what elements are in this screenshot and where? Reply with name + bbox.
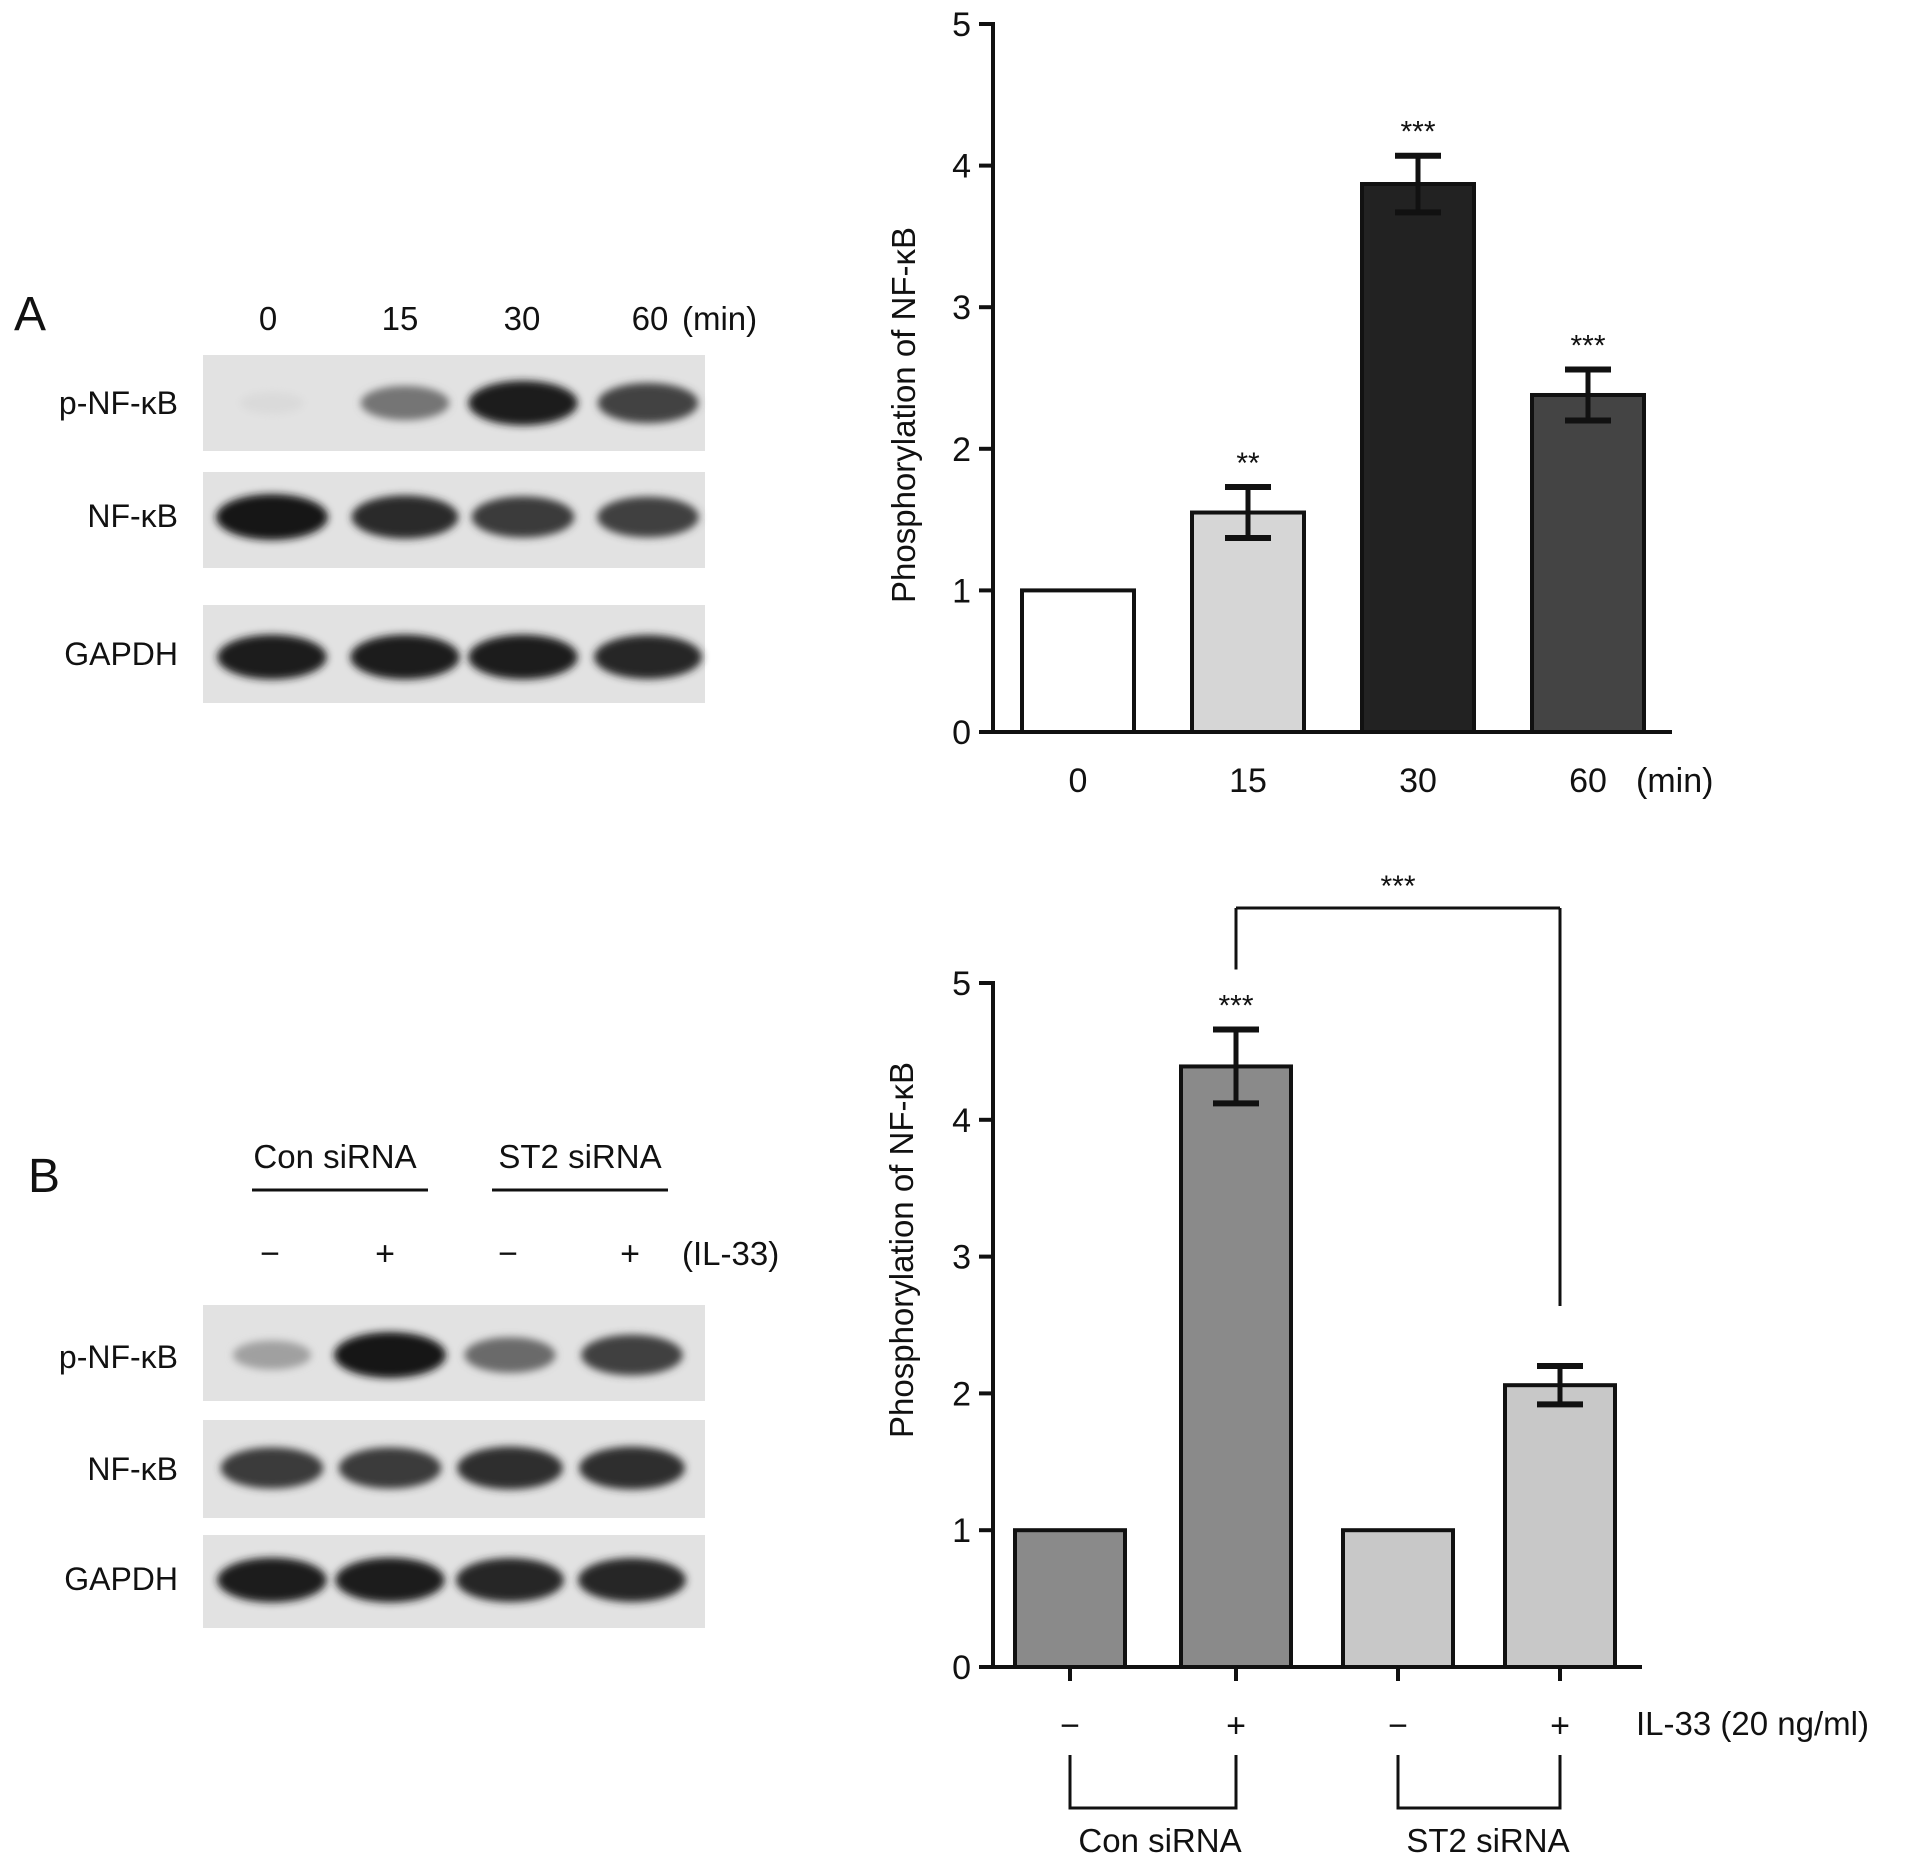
chart-a-significance-3: *** (1570, 330, 1605, 363)
blot-b-treatment-1: + (375, 1235, 395, 1273)
chart-b-category-label-2: − (1388, 1707, 1408, 1745)
blot-b-group-label-0: Con siRNA (253, 1138, 416, 1175)
blot-b-band-0-3 (581, 1334, 683, 1376)
blot-b-group-label-1: ST2 siRNA (498, 1138, 661, 1175)
chart-b-significance-1: *** (1218, 990, 1253, 1023)
blot-a-band-2-0 (217, 634, 327, 680)
chart-a-category-label-3: 60 (1569, 762, 1607, 800)
chart-a-ytick-label-1: 1 (952, 572, 971, 610)
blot-a-lane-label-0: 0 (259, 300, 277, 337)
panel-a-blot: A 0 15 30 60 (min) p-NF-κB NF-κB GAPDH (14, 288, 757, 703)
blot-a-lane-label-1: 15 (382, 300, 419, 337)
blot-a-lane-label-2: 30 (504, 300, 541, 337)
blot-a-row-label-0: p-NF-κB (59, 385, 178, 421)
chart-a-significance-2: *** (1400, 116, 1435, 149)
blot-b-row-label-2: GAPDH (64, 1561, 178, 1597)
chart-b-bar-2 (1341, 1528, 1455, 1669)
chart-a-significance-1: ** (1236, 447, 1260, 480)
chart-b-ytick-label-0: 0 (952, 1649, 971, 1687)
chart-a-category-label-0: 0 (1069, 762, 1088, 800)
chart-a-ytick-label-2: 2 (952, 431, 971, 469)
blot-b-band-2-0 (217, 1557, 327, 1603)
blot-b-bands (217, 1332, 686, 1603)
chart-b-bar-3 (1503, 1383, 1617, 1670)
blot-a-bands (216, 380, 702, 680)
panel-b-blot: B Con siRNA ST2 siRNA − + − + (IL-33) p-… (28, 1138, 779, 1628)
blot-a-band-1-1 (351, 495, 459, 539)
chart-a-bar-2 (1360, 182, 1476, 734)
chart-b-bracket-label: *** (1380, 870, 1415, 903)
blot-b-row-label-1: NF-κB (87, 1451, 178, 1487)
chart-a-category-label-2: 30 (1399, 762, 1437, 800)
blot-b-band-1-1 (338, 1447, 442, 1489)
chart-a-bar-1 (1190, 510, 1306, 735)
chart-b-ytick-label-5: 5 (952, 965, 971, 1003)
blot-b-band-0-2 (464, 1337, 556, 1373)
chart-a-ytick-label-3: 3 (952, 289, 971, 327)
chart-b-ylabel: Phosphorylation of NF-κB (883, 1062, 920, 1438)
chart-b-treatment-label: IL-33 (20 ng/ml) (1636, 1705, 1869, 1742)
chart-b-ytick-label-3: 3 (952, 1239, 971, 1277)
chart-a-bar-0 (1020, 588, 1136, 735)
blot-b-treatment-label: (IL-33) (682, 1235, 779, 1272)
blot-a-lane-label-3: 60 (632, 300, 669, 337)
panel-a-letter: A (14, 288, 46, 341)
blot-a-band-2-1 (350, 634, 460, 680)
blot-a-row-label-1: NF-κB (87, 498, 178, 534)
blot-b-band-2-3 (578, 1558, 686, 1602)
blot-a-band-2-3 (594, 635, 702, 679)
blot-a-band-1-2 (471, 496, 575, 538)
blot-a-lanes-unit: (min) (682, 300, 757, 337)
chart-b-ytick-label-1: 1 (952, 1512, 971, 1550)
blot-a-band-2-2 (468, 634, 578, 680)
blot-a-band-0-0 (239, 391, 305, 415)
chart-b-group-bracket-0 (1068, 1755, 1238, 1810)
chart-a-ytick-label-5: 5 (952, 6, 971, 44)
chart-a: Phosphorylation of NF-κB (min) 0 1 2 3 4 5 0 **… (885, 6, 1713, 800)
blot-a-band-0-1 (360, 385, 450, 421)
panel-b-letter: B (28, 1150, 60, 1203)
blot-b-band-0-1 (334, 1332, 446, 1378)
chart-b-category-label-1: + (1226, 1707, 1246, 1745)
chart-b: Phosphorylation of NF-κB IL-33 (20 ng/ml… (883, 870, 1869, 1859)
blot-b-treatment-2: − (498, 1235, 518, 1273)
blot-b-band-1-2 (457, 1446, 563, 1490)
blot-a-band-1-3 (597, 496, 699, 538)
blot-b-treatment-0: − (260, 1235, 280, 1273)
chart-a-bar-3 (1530, 392, 1646, 734)
chart-a-category-label-1: 15 (1229, 762, 1267, 800)
blot-a-band-0-2 (468, 380, 578, 426)
chart-b-group-bracket-1 (1396, 1755, 1562, 1810)
blot-a-row-label-2: GAPDH (64, 636, 178, 672)
blot-b-band-2-1 (335, 1557, 445, 1603)
chart-b-bar-0 (1013, 1528, 1127, 1669)
blot-b-treatment-3: + (620, 1235, 640, 1273)
chart-b-ytick-label-2: 2 (952, 1375, 971, 1413)
chart-b-category-label-3: + (1550, 1707, 1570, 1745)
blot-a-band-0-3 (597, 382, 699, 424)
chart-b-group-label-0: Con siRNA (1078, 1822, 1241, 1859)
blot-b-band-1-0 (220, 1447, 324, 1489)
chart-b-bar-1 (1179, 1064, 1293, 1669)
chart-a-ylabel: Phosphorylation of NF-κB (885, 227, 922, 603)
chart-a-ytick-label-0: 0 (952, 714, 971, 752)
chart-b-category-label-0: − (1060, 1707, 1080, 1745)
blot-b-band-2-2 (456, 1558, 564, 1602)
blot-b-band-0-0 (232, 1340, 312, 1370)
chart-a-x-unit: (min) (1636, 762, 1713, 800)
chart-a-ytick-label-4: 4 (952, 148, 971, 186)
chart-b-ytick-label-4: 4 (952, 1102, 971, 1140)
chart-b-group-label-1: ST2 siRNA (1406, 1822, 1569, 1859)
blot-b-row-label-0: p-NF-κB (59, 1339, 178, 1375)
blot-b-band-1-3 (579, 1446, 685, 1490)
blot-a-band-1-0 (216, 494, 328, 540)
